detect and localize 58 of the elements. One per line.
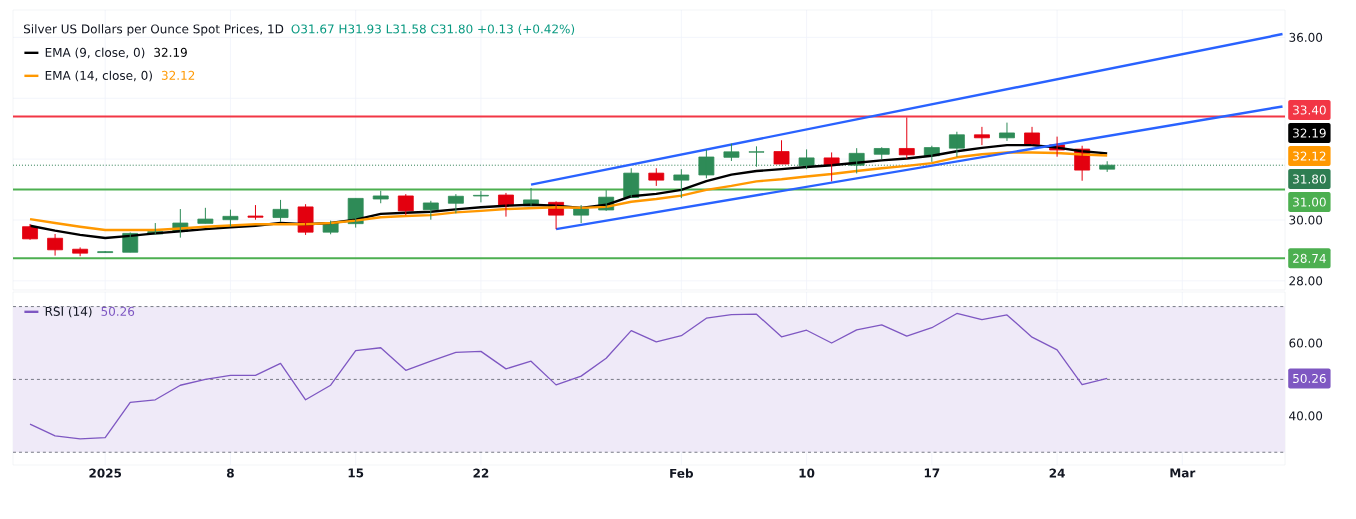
ref-line-label: 31.80 [1293, 174, 1326, 184]
candlestick [873, 146, 890, 160]
legend-label: RSI (14) [45, 306, 92, 318]
candlestick [723, 143, 740, 162]
candlestick [748, 145, 765, 168]
y-tick-label: 30.00 [1289, 215, 1323, 225]
candlestick [798, 148, 815, 170]
candlestick [222, 209, 239, 227]
candlestick [573, 204, 590, 224]
candlestick [898, 116, 915, 160]
x-tick-label: 22 [473, 468, 489, 478]
ref-line-label: 28.74 [1293, 253, 1326, 263]
candlestick [197, 207, 214, 224]
ref-line-label: 31.00 [1293, 197, 1326, 207]
x-tick-label: 24 [1049, 468, 1065, 478]
y-tick-label: 36.00 [1289, 32, 1323, 42]
text: 32.19 [1293, 128, 1326, 138]
x-tick-label: Feb [670, 468, 694, 478]
candlestick [322, 220, 339, 235]
candlestick [247, 204, 264, 221]
annotation: 32.12 [161, 70, 195, 80]
candlestick [698, 149, 715, 179]
candlestick [673, 168, 690, 199]
annotation: 32.19 [154, 47, 187, 57]
x-tick-label: 15 [348, 468, 364, 478]
candlestick [272, 199, 289, 223]
ref-line-label: 33.40 [1293, 105, 1326, 115]
candlestick [773, 139, 790, 165]
annotation: 50.26 [101, 306, 135, 316]
candlestick [422, 200, 439, 221]
legend-label: EMA (9, close, 0) [45, 47, 145, 59]
text: 50.26 [1293, 373, 1326, 383]
candlestick [623, 167, 640, 198]
text: Silver US Dollars per Ounce Spot Prices, 1D [24, 24, 284, 36]
candlestick [1099, 160, 1116, 173]
x-tick-label: 8 [226, 468, 234, 478]
candlestick [72, 246, 89, 257]
x-tick-label: 10 [799, 468, 815, 478]
candlestick [372, 190, 389, 204]
y-tick-label: 60.00 [1289, 338, 1323, 348]
legend-label: EMA (14, close, 0) [45, 70, 152, 82]
candlestick [297, 203, 314, 236]
candlestick [648, 167, 665, 187]
text: 32.12 [1293, 151, 1326, 161]
candlestick [97, 250, 114, 254]
candlestick [974, 126, 990, 146]
candlestick [999, 122, 1015, 142]
x-tick-label: 2025 [89, 468, 122, 478]
x-tick-label: Mar [1170, 468, 1196, 478]
candlestick [397, 193, 414, 216]
candlestick [473, 190, 489, 203]
text: O31.67 H31.93 L31.58 C31.80 +0.13 (+0.42%) [291, 24, 575, 35]
y-tick-label: 40.00 [1289, 411, 1323, 421]
candlestick [447, 193, 464, 214]
candlestick [948, 131, 965, 158]
y-tick-label: 28.00 [1289, 276, 1323, 286]
candlestick [22, 223, 38, 241]
x-tick-label: 17 [924, 468, 940, 478]
